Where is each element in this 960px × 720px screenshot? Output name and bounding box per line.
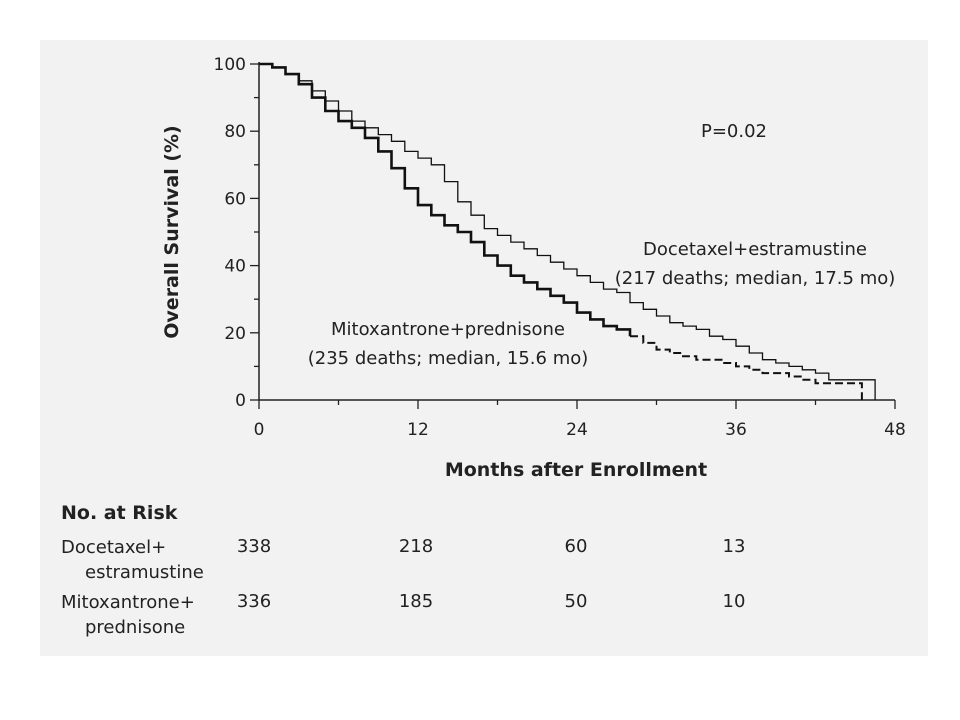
plot-labels: Months after Enrollment Overall Survival… [161,121,895,481]
curve-mitoxantrone-dashed [630,335,863,400]
y-tick-label: 60 [224,189,246,209]
p-value-annotation: P=0.02 [701,121,767,142]
series-label-mitoxantrone: Mitoxantrone+prednisone [331,319,565,340]
x-tick-label: 12 [407,420,429,440]
x-axis-title: Months after Enrollment [445,459,707,481]
curve-docetaxel [259,63,876,400]
x-tick-label: 0 [254,420,265,440]
y-tick-label: 100 [214,55,246,75]
x-tick-label: 48 [884,420,906,440]
curve-mitoxantrone [259,62,632,337]
y-tick-label: 0 [235,391,246,411]
x-tick-label: 24 [566,420,588,440]
y-tick-label: 20 [224,324,246,344]
y-tick-label: 40 [224,257,246,277]
y-axis-title: Overall Survival (%) [161,125,183,338]
series-label-mitoxantrone-detail: (235 deaths; median, 15.6 mo) [308,348,589,369]
series-label-docetaxel-detail: (217 deaths; median, 17.5 mo) [615,268,896,289]
x-tick-label: 36 [725,420,747,440]
series-label-docetaxel: Docetaxel+estramustine [643,239,867,260]
y-tick-label: 80 [224,122,246,142]
figure-panel [40,40,928,656]
survival-curves [259,62,876,400]
axes: 0 20 40 60 80 100 0 12 24 36 48 [214,55,906,440]
